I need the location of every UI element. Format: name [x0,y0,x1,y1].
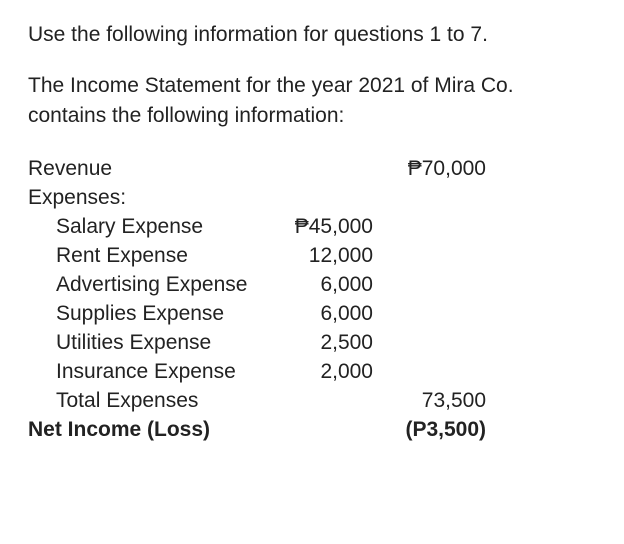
expense-label: Utilities Expense [56,328,211,357]
expense-row: Advertising Expense 6,000 [28,270,596,299]
revenue-amount: ₱70,000 [376,154,486,183]
total-expenses-row: Total Expenses 73,500 [28,386,596,415]
expense-label: Insurance Expense [56,357,236,386]
net-income-row: Net Income (Loss) (P3,500) [28,415,596,444]
expense-amount: 6,000 [283,270,373,299]
intro-text: Use the following information for questi… [28,20,596,49]
expense-row: Rent Expense 12,000 [28,241,596,270]
net-income-amount: (P3,500) [376,415,486,444]
expense-label: Rent Expense [56,241,188,270]
expenses-header-row: Expenses: [28,183,596,212]
expense-label: Salary Expense [56,212,203,241]
expense-amount: 6,000 [283,299,373,328]
expense-amount: 2,500 [283,328,373,357]
expenses-header: Expenses: [28,183,126,212]
expense-row: Supplies Expense 6,000 [28,299,596,328]
expense-label: Advertising Expense [56,270,247,299]
net-income-label: Net Income (Loss) [28,415,210,444]
description-text: The Income Statement for the year 2021 o… [28,71,596,130]
revenue-row: Revenue ₱70,000 [28,154,596,183]
total-expenses-amount: 73,500 [376,386,486,415]
revenue-label: Revenue [28,154,112,183]
expense-row: Salary Expense ₱45,000 [28,212,596,241]
expense-amount: 12,000 [283,241,373,270]
expense-row: Utilities Expense 2,500 [28,328,596,357]
total-expenses-label: Total Expenses [56,386,198,415]
expense-amount: ₱45,000 [283,212,373,241]
expense-label: Supplies Expense [56,299,224,328]
expense-amount: 2,000 [283,357,373,386]
income-statement: Revenue ₱70,000 Expenses: Salary Expense… [28,154,596,444]
expense-row: Insurance Expense 2,000 [28,357,596,386]
